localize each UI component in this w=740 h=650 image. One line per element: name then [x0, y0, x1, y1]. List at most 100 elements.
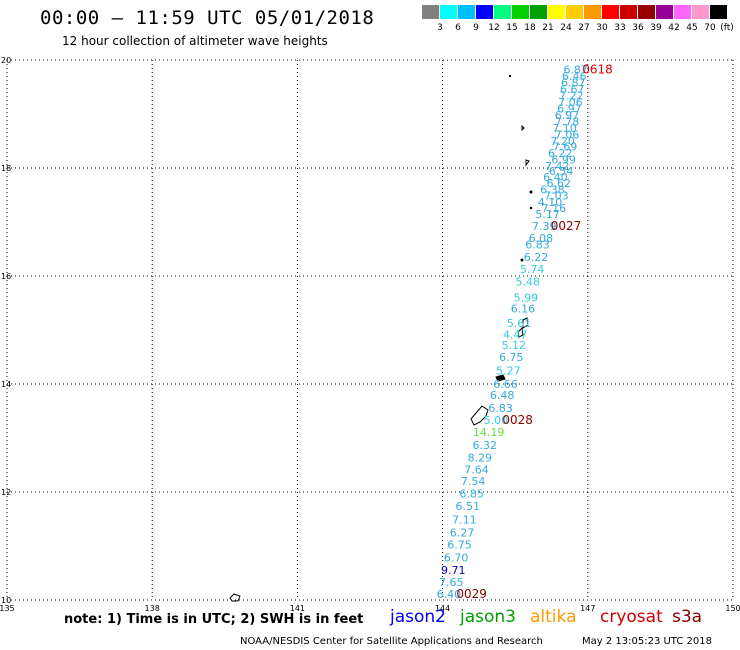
wave-height-value: 7.06: [558, 96, 583, 109]
wave-height-value: 6.83: [525, 239, 550, 252]
wave-height-value: 6.97: [555, 109, 580, 122]
wave-height-value: 4.47: [503, 328, 528, 341]
wave-height-value: 7.78: [555, 116, 580, 129]
mission-jason2: jason2: [390, 607, 446, 627]
wave-height-value: 6.83: [488, 402, 513, 415]
wave-height-value: 14.19: [473, 426, 505, 439]
legend-label: 9: [473, 23, 479, 33]
wave-height-value: 6.62: [547, 177, 572, 190]
wave-height-value: 6.16: [511, 302, 536, 315]
wave-height-value: 7.11: [452, 514, 477, 527]
wave-height-value: 5.61: [507, 317, 532, 330]
island-rota: [495, 374, 506, 382]
wave-height-value: 4.10: [538, 196, 563, 209]
pass-time-label: 0029: [456, 587, 487, 601]
legend-label: 3: [437, 23, 443, 33]
islands: [229, 74, 533, 602]
legend-swatch: [512, 5, 529, 19]
map-title: 00:00 — 11:59 UTC 05/01/2018: [40, 7, 375, 29]
lat-tick-label: 12: [1, 488, 11, 497]
altimeter-track: 6.876.466.876.677.227.066.976.977.787.10…: [437, 63, 613, 601]
legend-swatch: [494, 5, 511, 19]
wave-height-value: 6.85: [459, 488, 484, 501]
wave-height-value: 6.22: [524, 251, 549, 264]
wave-height-value: 6.75: [499, 351, 524, 364]
legend-label: 33: [614, 23, 626, 33]
island-guam: [470, 405, 489, 426]
map-subtitle: 12 hour collection of altimeter wave hei…: [62, 34, 328, 48]
island-agrihan: [529, 190, 533, 194]
wave-height-value: 7.22: [559, 90, 584, 103]
wave-height-value: 6.67: [560, 83, 585, 96]
legend-label: 6: [455, 23, 461, 33]
wave-height-value: 6.54: [549, 165, 574, 178]
wave-height-value: 5.48: [516, 275, 541, 288]
wave-height-value: 6.70: [444, 551, 469, 564]
wave-height-value: 6.87: [563, 64, 588, 77]
island-tinian: [517, 326, 524, 338]
legend-label: 42: [668, 23, 680, 33]
wave-height-value: 5.00: [484, 414, 509, 427]
island-yap: [229, 593, 241, 602]
wave-height-value: 7.42: [545, 160, 570, 173]
legend-swatch: [440, 5, 457, 19]
legend-label: 27: [578, 23, 590, 33]
wave-height-value: 7.65: [439, 576, 464, 589]
legend-swatch: [692, 5, 709, 19]
wave-height-value: 5.12: [501, 339, 526, 352]
legend-swatch: [548, 5, 565, 19]
legend-swatch: [710, 5, 727, 19]
wave-height-value: 6.46: [562, 70, 587, 83]
lon-tick-label: 135: [0, 604, 15, 613]
lat-tick-label: 16: [1, 272, 11, 281]
wave-height-value: 6.40: [437, 588, 462, 601]
lat-tick-label: 10: [1, 596, 11, 605]
wave-height-value: 6.27: [450, 527, 475, 540]
wave-height-value: 7.64: [464, 463, 489, 476]
lon-tick-label: 141: [290, 604, 305, 613]
credit-text: NOAA/NESDIS Center for Satellite Applica…: [240, 636, 543, 647]
wave-height-value: 9.71: [441, 564, 466, 577]
wave-height-value: 5.74: [520, 263, 545, 276]
mission-altika: altika: [530, 607, 577, 627]
mission-s3a: s3a: [672, 607, 703, 627]
wave-height-value: 6.40: [543, 171, 568, 184]
legend-swatch: [584, 5, 601, 19]
wave-height-value: 5.17: [535, 208, 560, 221]
wave-height-value: 6.51: [456, 500, 481, 513]
wave-height-value: 6.99: [551, 153, 576, 166]
island-anatahan: [520, 258, 524, 262]
wave-height-value: 6.38: [540, 184, 565, 197]
lat-tick-label: 14: [1, 380, 11, 389]
legend-label: 39: [650, 23, 662, 33]
legend-label: 45: [686, 23, 698, 33]
pass-time-label: 0618: [582, 63, 613, 77]
wave-height-value: 6.08: [529, 232, 554, 245]
wave-height-value: 6.97: [557, 103, 582, 116]
island-asuncion: [525, 159, 530, 167]
wave-height-value: 7.10: [552, 122, 577, 135]
wave-height-value: 7.06: [555, 129, 580, 142]
legend-swatch: [476, 5, 493, 19]
legend-label: 36: [632, 23, 644, 33]
legend-swatch: [674, 5, 691, 19]
legend-label: 15: [506, 23, 518, 33]
legend-swatch: [620, 5, 637, 19]
wave-height-value: 7.20: [550, 135, 575, 148]
wave-height-value: 6.48: [490, 389, 515, 402]
mission-jason3: jason3: [460, 607, 516, 627]
legend-label: 30: [596, 23, 608, 33]
lon-tick-label: 138: [145, 604, 160, 613]
wave-height-value: 7.54: [461, 475, 486, 488]
legend-label: 12: [488, 23, 500, 33]
legend-label: 18: [524, 23, 536, 33]
mission-cryosat: cryosat: [600, 607, 663, 627]
legend-swatch: [530, 5, 547, 19]
lon-tick-label: 144: [435, 604, 450, 613]
wave-height-value: 7.69: [553, 140, 578, 153]
lon-tick-label: 150: [725, 604, 740, 613]
legend-swatch: [602, 5, 619, 19]
pass-time-label: 0028: [502, 413, 533, 427]
wave-height-value: 6.32: [472, 439, 497, 452]
